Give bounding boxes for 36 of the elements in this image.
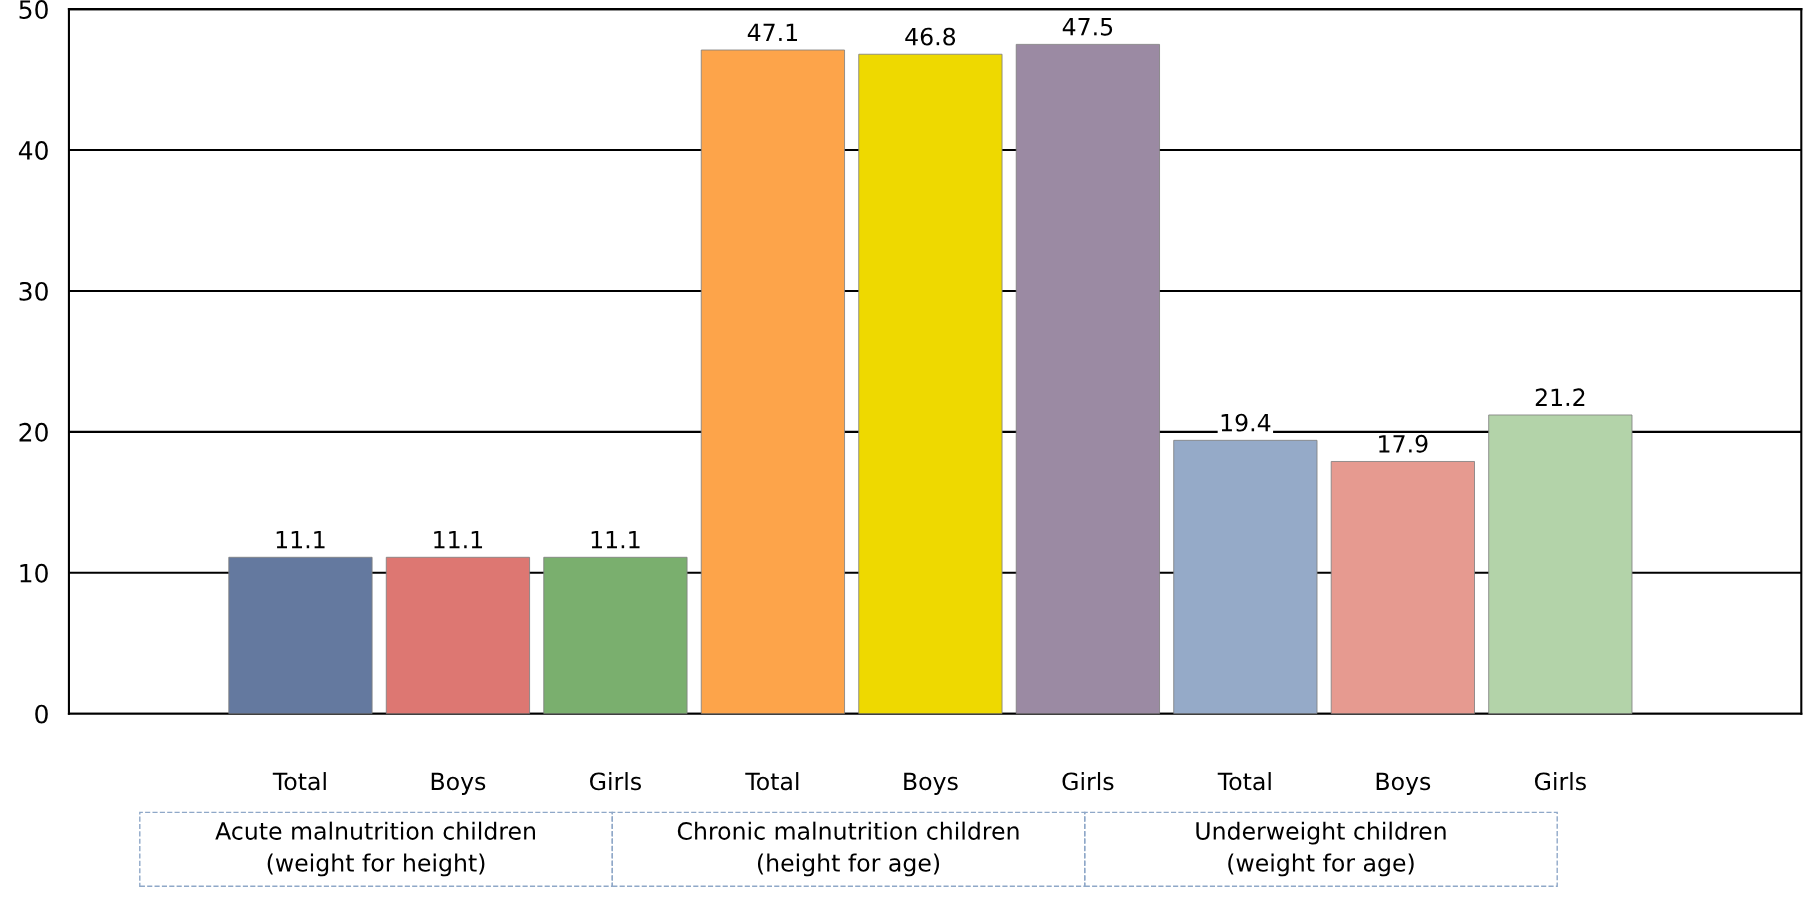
- x-tick-label: Boys: [431, 772, 486, 795]
- data-label: 17.9: [1379, 434, 1428, 453]
- x-tick-label: Girls: [1062, 772, 1114, 791]
- x-tick-label: Girls: [1534, 772, 1586, 791]
- y-tick-label: 50: [19, 0, 48, 19]
- y-tick-label: 20: [19, 422, 48, 442]
- data-label: 11.1: [434, 531, 483, 549]
- bar: [1330, 461, 1475, 714]
- text: Chronic malnutrition children (height for age): [677, 821, 1019, 877]
- text: Acute malnutrition children (weight for height): [215, 821, 535, 877]
- data-label: 11.1: [591, 531, 640, 549]
- x-tick-label: Girls: [590, 772, 641, 791]
- text: Underweight children (weight for age): [1196, 821, 1446, 877]
- y-tick-label: 0: [35, 704, 48, 724]
- bar: [543, 556, 688, 714]
- data-label: 47.5: [1062, 18, 1113, 36]
- data-label: 19.4: [1221, 413, 1271, 432]
- bar: [1015, 43, 1160, 714]
- bar: [1488, 414, 1633, 714]
- x-tick-label: Boys: [904, 772, 958, 795]
- data-label: 21.2: [1535, 388, 1585, 406]
- bar: [858, 53, 1003, 714]
- x-tick-label: Boys: [1376, 772, 1431, 795]
- data-label: 46.8: [905, 27, 956, 46]
- y-tick-label: 40: [18, 141, 48, 160]
- x-tick-label: Total: [272, 772, 326, 791]
- data-label: 11.1: [276, 531, 325, 549]
- bar: [700, 49, 845, 714]
- bar: [228, 556, 373, 714]
- data-label: 47.1: [747, 23, 798, 41]
- y-tick-label: 10: [20, 563, 48, 583]
- x-tick-label: Total: [1217, 772, 1271, 791]
- x-tick-label: Total: [745, 772, 799, 791]
- bar: [1173, 439, 1318, 714]
- y-tick-label: 30: [19, 281, 48, 301]
- bar: [385, 556, 530, 714]
